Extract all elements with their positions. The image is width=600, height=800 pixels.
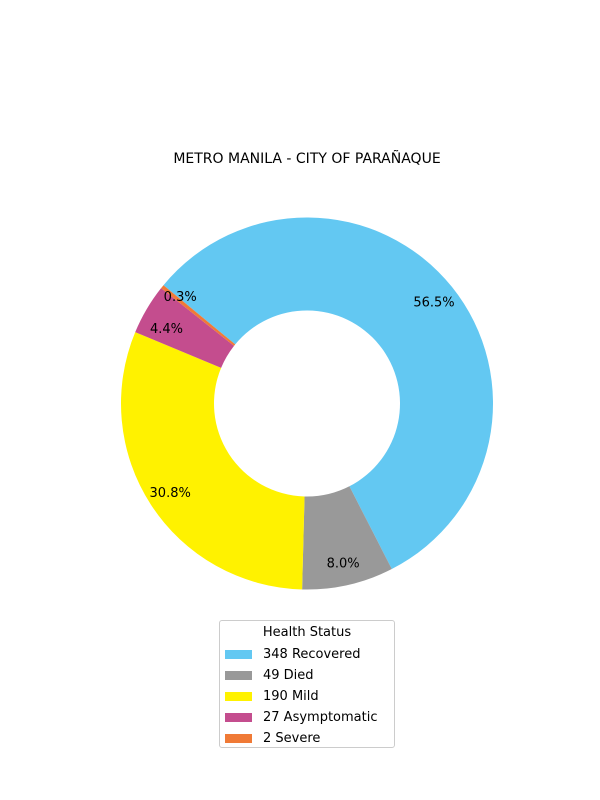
legend: Health Status 348 Recovered 49 Died 190 Mi…	[219, 620, 395, 748]
legend-swatch	[225, 691, 252, 701]
legend-label: 190 Mild	[263, 688, 319, 704]
slice-died	[302, 486, 392, 590]
percent-labels: 56.5% 8.0% 30.8% 4.4% 0.3%	[150, 290, 455, 571]
legend-label: 27 Asymptomatic	[263, 709, 378, 725]
legend-item-died: 49 Died	[225, 666, 314, 684]
legend-item-severe: 2 Severe	[225, 729, 320, 747]
slice-severe	[161, 285, 236, 346]
legend-label: 2 Severe	[263, 730, 321, 746]
legend-item-recovered: 348 Recovered	[225, 645, 361, 663]
legend-swatch	[225, 649, 252, 659]
legend-label: 348 Recovered	[263, 646, 361, 662]
slice-asymptomatic	[135, 288, 235, 368]
chart-title: METRO MANILA - CITY OF PARAÑAQUE	[173, 150, 440, 167]
percent-label-asymptomatic: 4.4%	[150, 322, 183, 337]
percent-label-recovered: 56.5%	[413, 295, 454, 310]
percent-label-severe: 0.3%	[164, 290, 197, 305]
legend-title: Health Status	[262, 625, 352, 640]
legend-label: 49 Died	[263, 667, 314, 683]
legend-swatch	[225, 712, 252, 722]
slice-mild	[120, 332, 305, 590]
donut-slices	[120, 217, 494, 590]
percent-label-died: 8.0%	[327, 556, 360, 571]
percent-label-mild: 30.8%	[150, 486, 191, 501]
legend-swatch	[225, 670, 252, 680]
legend-item-asymptomatic: 27 Asymptomatic	[225, 708, 378, 726]
legend-swatch	[225, 733, 252, 743]
legend-item-mild: 190 Mild	[225, 687, 319, 705]
slice-recovered	[163, 217, 494, 570]
